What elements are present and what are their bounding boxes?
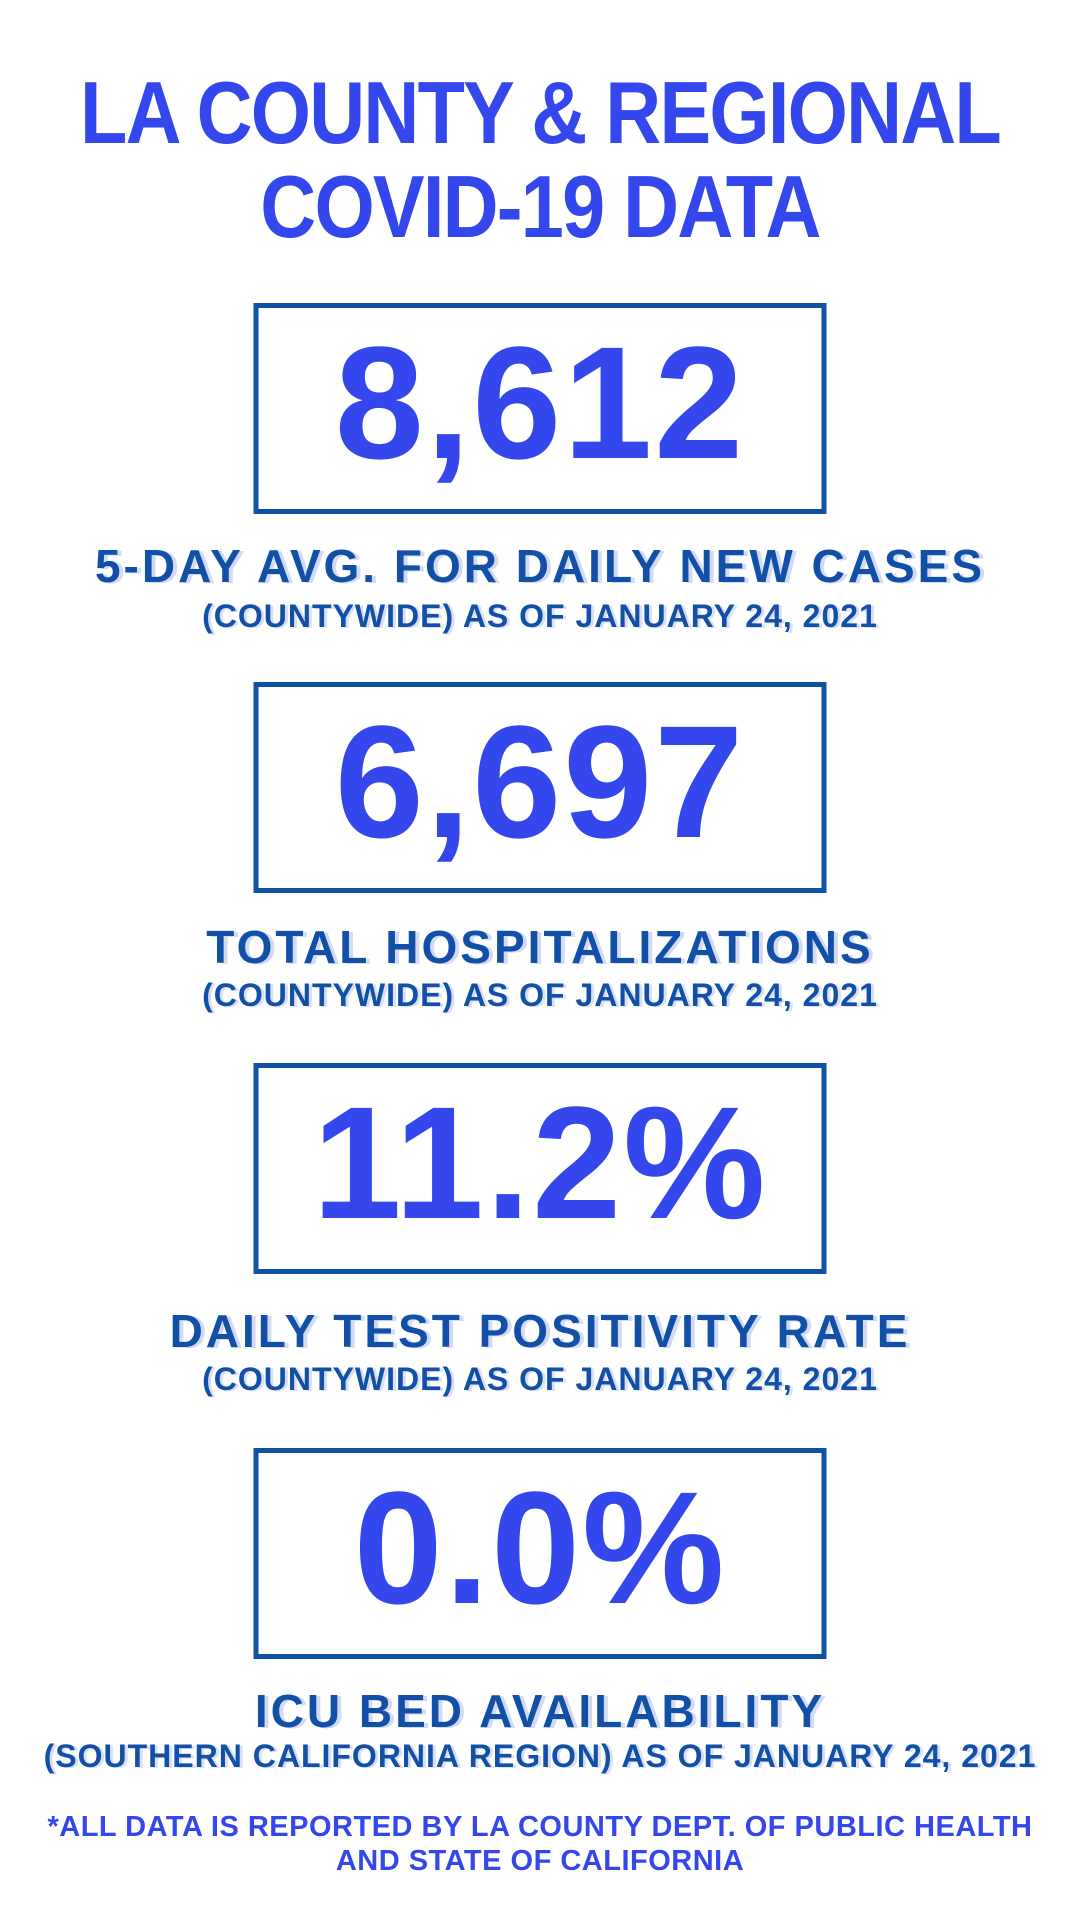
page-title-line2: COVID-19 DATA bbox=[260, 157, 821, 256]
data-source-note: *ALL DATA IS REPORTED BY LA COUNTY DEPT.… bbox=[0, 1810, 1080, 1878]
page-title-line1: LA COUNTY & REGIONAL bbox=[80, 63, 1002, 162]
data-source-note-line2: AND STATE OF CALIFORNIA bbox=[335, 1845, 745, 1877]
stat-label-total-hospitalizations: TOTAL HOSPITALIZATIONS bbox=[206, 921, 874, 973]
stat-value-icu-bed-availability: 0.0% bbox=[353, 1457, 727, 1637]
page-title: LA COUNTY & REGIONAL COVID-19 DATA bbox=[65, 66, 1015, 254]
stat-label-icu-bed-availability: ICU BED AVAILABILITY bbox=[254, 1685, 826, 1737]
stat-label-daily-new-cases: 5-DAY AVG. FOR DAILY NEW CASES bbox=[94, 540, 986, 592]
stat-value-total-hospitalizations: 6,697 bbox=[334, 691, 746, 871]
stat-value-box-daily-new-cases: 8,612 bbox=[253, 303, 827, 514]
stat-sublabel-test-positivity-rate: (COUNTYWIDE) AS OF JANUARY 24, 2021 bbox=[202, 1361, 878, 1397]
stat-value-box-total-hospitalizations: 6,697 bbox=[253, 682, 827, 893]
stat-value-test-positivity-rate: 11.2% bbox=[312, 1072, 768, 1252]
stat-value-box-icu-bed-availability: 0.0% bbox=[253, 1448, 827, 1659]
stat-value-daily-new-cases: 8,612 bbox=[334, 312, 746, 492]
stat-value-box-test-positivity-rate: 11.2% bbox=[253, 1063, 827, 1274]
data-source-note-line1: *ALL DATA IS REPORTED BY LA COUNTY DEPT.… bbox=[47, 1811, 1033, 1843]
stat-sublabel-total-hospitalizations: (COUNTYWIDE) AS OF JANUARY 24, 2021 bbox=[202, 977, 878, 1013]
stat-label-test-positivity-rate: DAILY TEST POSITIVITY RATE bbox=[169, 1305, 911, 1357]
stat-sublabel-daily-new-cases: (COUNTYWIDE) AS OF JANUARY 24, 2021 bbox=[202, 598, 878, 634]
stat-sublabel-icu-bed-availability: (SOUTHERN CALIFORNIA REGION) AS OF JANUA… bbox=[43, 1738, 1037, 1774]
